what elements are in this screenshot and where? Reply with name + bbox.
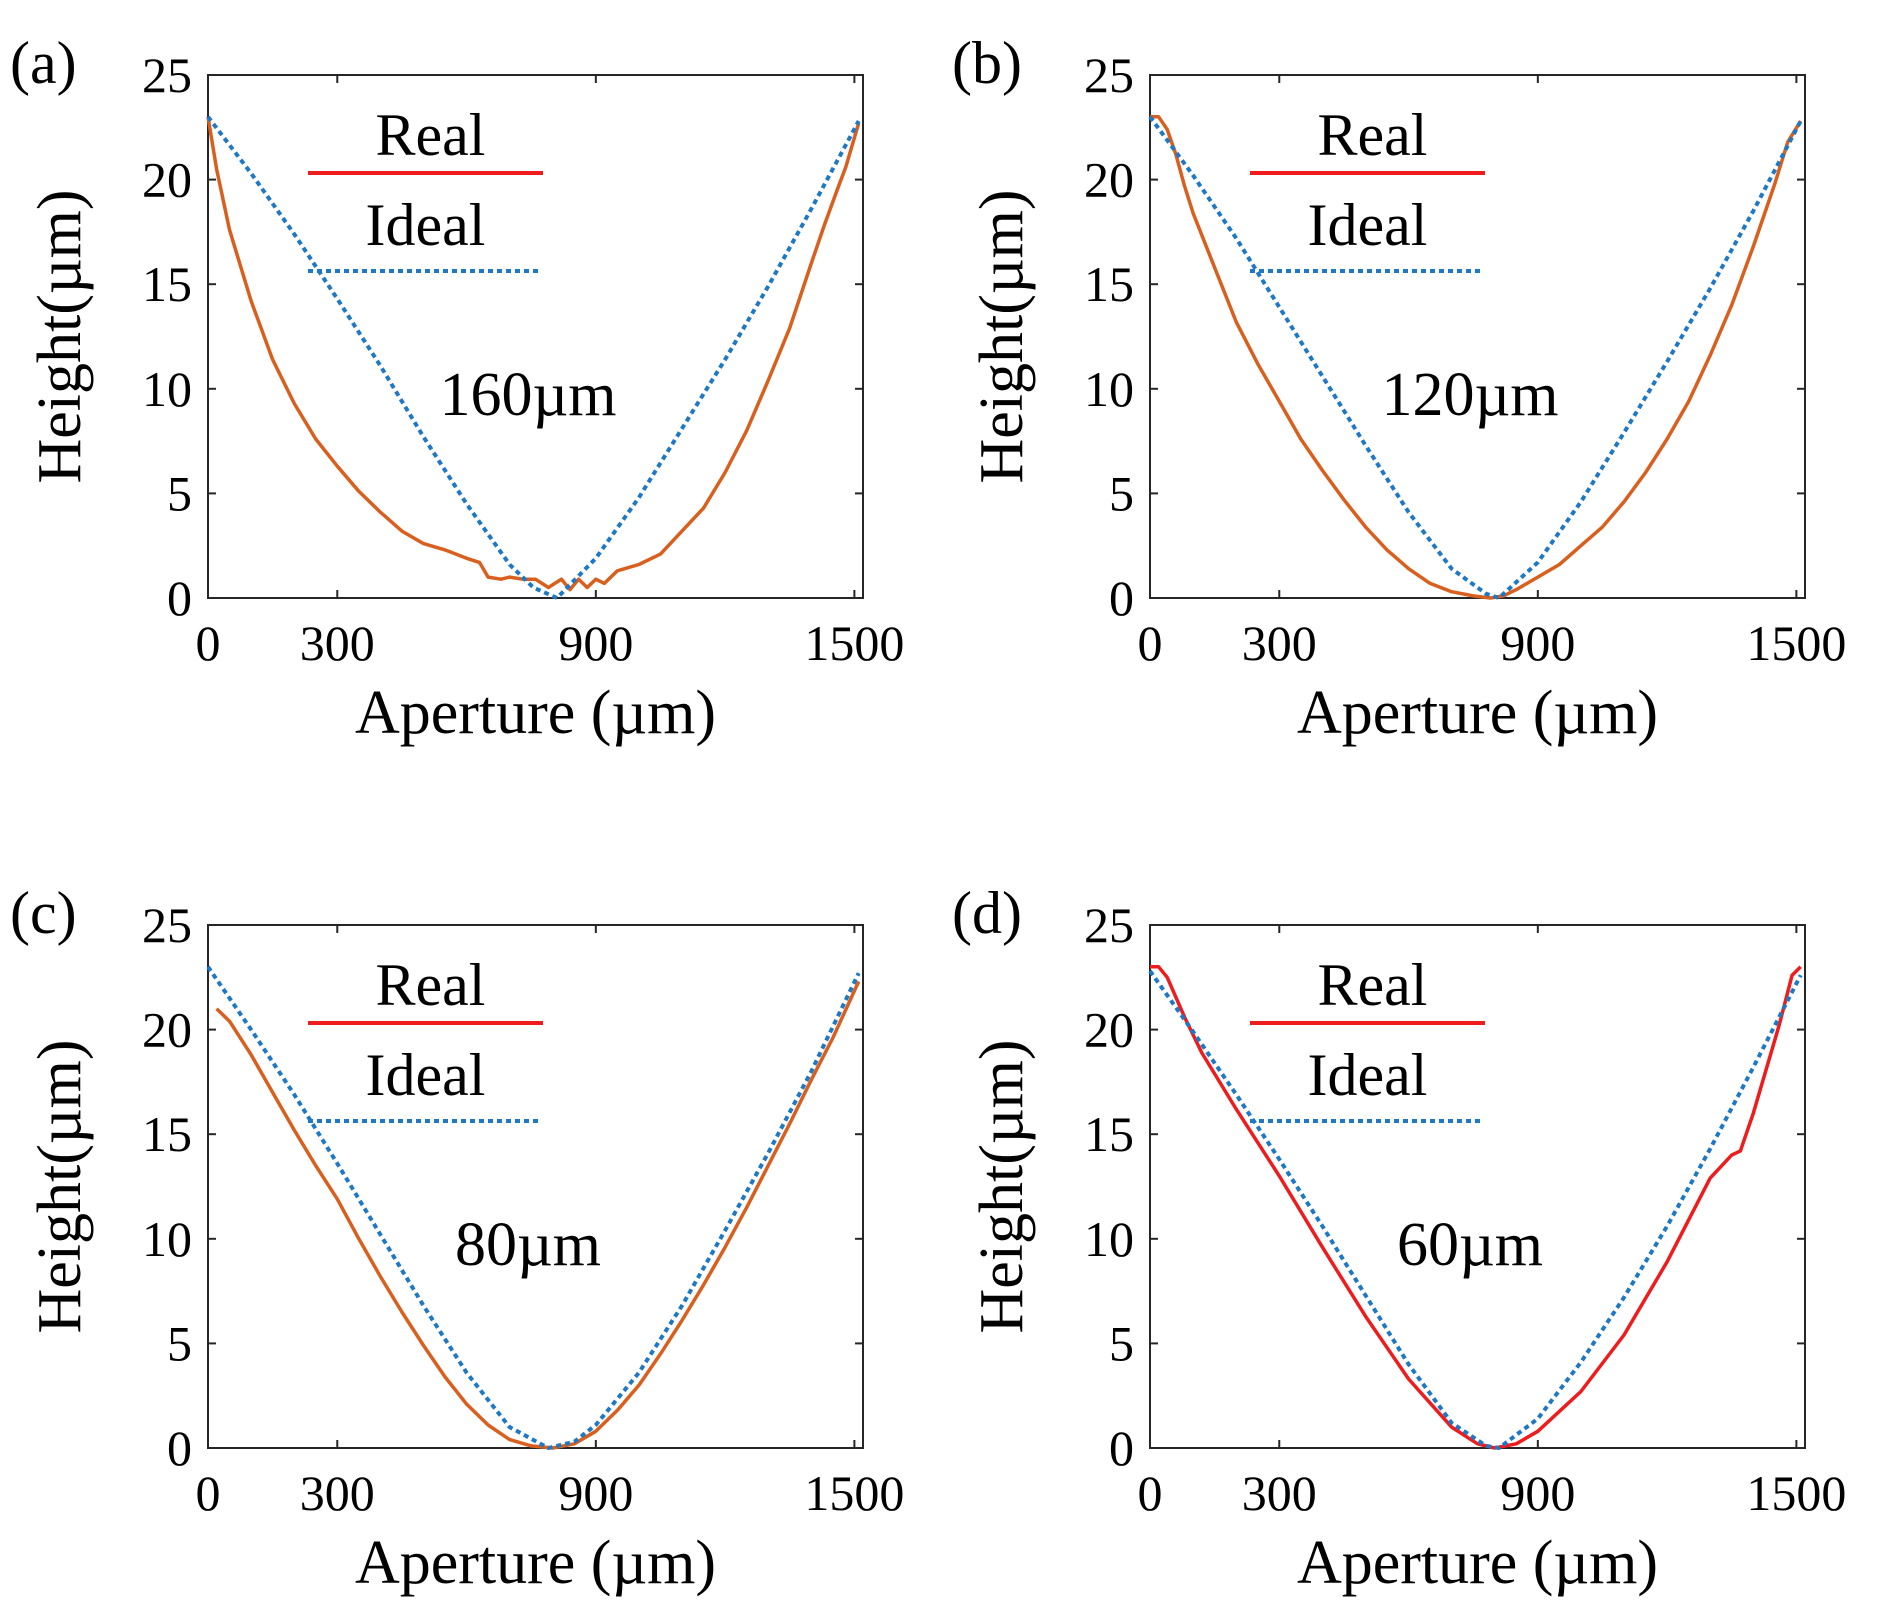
y-tick-label: 0 [1109, 570, 1134, 626]
y-tick-label: 0 [1109, 1420, 1134, 1476]
x-axis-label: Aperture (µm) [1297, 1529, 1658, 1597]
y-tick-label: 10 [142, 1211, 192, 1267]
y-tick-label: 0 [167, 1420, 192, 1476]
y-tick-label: 15 [142, 256, 192, 312]
y-tick-label: 15 [1084, 1106, 1134, 1162]
y-tick-label: 25 [1084, 897, 1134, 953]
y-tick-label: 25 [142, 47, 192, 103]
panel-label: (d) [952, 880, 1022, 946]
legend-label-real: Real [376, 102, 486, 168]
x-tick-label: 1500 [1746, 1465, 1846, 1521]
aperture-annotation: 160µm [440, 361, 617, 429]
series-line-ideal [206, 115, 861, 600]
y-axis-label: Height(µm) [968, 190, 1036, 484]
series-line-real [1150, 115, 1803, 600]
x-tick-label: 0 [1138, 1465, 1163, 1521]
y-tick-label: 10 [1084, 1211, 1134, 1267]
series-line-real [206, 116, 861, 592]
aperture-annotation: 80µm [455, 1211, 601, 1279]
y-tick-label: 20 [1084, 1002, 1134, 1058]
x-tick-label: 900 [558, 1465, 633, 1521]
x-tick-label: 300 [300, 1465, 375, 1521]
panel-3: 0 5 10 15 20 25 0 300 900 1500 Aperture (µm) Height… [10, 880, 904, 1597]
series-line-real [1150, 965, 1802, 1450]
legend-label-real: Real [1318, 952, 1428, 1018]
x-axis-label: Aperture (µm) [355, 679, 716, 747]
x-tick-label: 900 [558, 615, 633, 671]
x-tick-label: 300 [1242, 1465, 1317, 1521]
y-axis-label: Height(µm) [26, 190, 94, 484]
y-tick-label: 25 [142, 897, 192, 953]
axes-frame [1149, 74, 1806, 599]
panel-2: 0 5 10 15 20 25 0 300 900 1500 Aperture (µm) Height… [952, 30, 1846, 747]
y-tick-label: 25 [1084, 47, 1134, 103]
y-tick-label: 15 [1084, 256, 1134, 312]
x-tick-label: 300 [300, 615, 375, 671]
x-tick-label: 300 [1242, 615, 1317, 671]
panel-1: 0 5 10 15 20 25 0 300 900 1500 Aperture (µm) Height… [10, 30, 904, 747]
legend-label-real: Real [1318, 102, 1428, 168]
legend-label-ideal: Ideal [1308, 192, 1428, 258]
panel-label: (a) [10, 30, 77, 96]
x-axis-label: Aperture (µm) [1297, 679, 1658, 747]
y-tick-label: 0 [167, 570, 192, 626]
legend-label-real: Real [376, 952, 486, 1018]
series-line-ideal [206, 965, 861, 1450]
aperture-annotation: 60µm [1397, 1211, 1543, 1279]
series-line-ideal [1148, 969, 1803, 1450]
series-line-real [215, 980, 861, 1450]
y-tick-label: 5 [167, 465, 192, 521]
x-tick-label: 900 [1500, 1465, 1575, 1521]
y-tick-label: 5 [1109, 465, 1134, 521]
panel-label: (c) [10, 880, 77, 946]
x-tick-label: 1500 [1746, 615, 1846, 671]
y-axis-label: Height(µm) [26, 1040, 94, 1334]
x-tick-label: 1500 [804, 1465, 904, 1521]
panel-label: (b) [952, 30, 1022, 96]
axes-frame [207, 74, 864, 599]
y-tick-label: 5 [1109, 1315, 1134, 1371]
axes-frame [207, 924, 864, 1449]
y-tick-label: 15 [142, 1106, 192, 1162]
x-tick-label: 1500 [804, 615, 904, 671]
x-tick-label: 0 [1138, 615, 1163, 671]
series-line-ideal [1148, 115, 1803, 600]
x-axis-label: Aperture (µm) [355, 1529, 716, 1597]
x-tick-label: 0 [196, 615, 221, 671]
y-tick-label: 10 [142, 361, 192, 417]
y-axis-label: Height(µm) [968, 1040, 1036, 1334]
x-tick-label: 900 [1500, 615, 1575, 671]
x-tick-label: 0 [196, 1465, 221, 1521]
legend-label-ideal: Ideal [366, 1042, 486, 1108]
y-tick-label: 20 [142, 152, 192, 208]
y-tick-label: 10 [1084, 361, 1134, 417]
legend-label-ideal: Ideal [366, 192, 486, 258]
y-tick-label: 20 [142, 1002, 192, 1058]
legend-label-ideal: Ideal [1308, 1042, 1428, 1108]
panel-4: 0 5 10 15 20 25 0 300 900 1500 Aperture (µm) Height… [952, 880, 1846, 1597]
axes-frame [1149, 924, 1806, 1449]
y-tick-label: 5 [167, 1315, 192, 1371]
y-tick-label: 20 [1084, 152, 1134, 208]
aperture-annotation: 120µm [1382, 361, 1559, 429]
